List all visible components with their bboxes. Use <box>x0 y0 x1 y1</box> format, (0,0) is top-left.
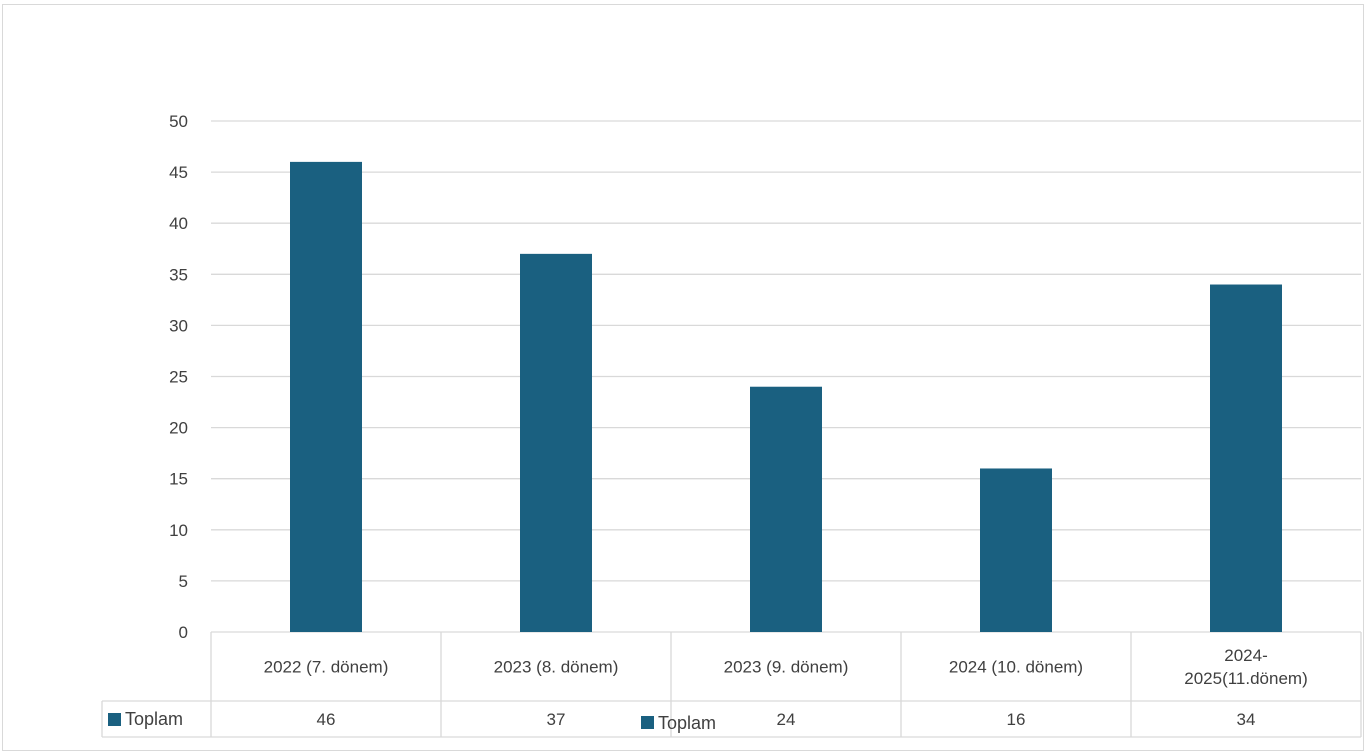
category-label: 2025(11.dönem) <box>1184 669 1308 688</box>
category-label: 2023 (8. dönem) <box>494 658 619 677</box>
y-tick-label: 5 <box>179 572 188 591</box>
table-value: 34 <box>1237 710 1256 729</box>
y-tick-label: 35 <box>169 265 188 284</box>
y-tick-label: 45 <box>169 163 188 182</box>
y-tick-label: 50 <box>169 112 188 131</box>
legend-label: Toplam <box>658 713 716 733</box>
table-value: 16 <box>1007 710 1026 729</box>
y-tick-label: 25 <box>169 368 188 387</box>
y-tick-label: 0 <box>179 623 188 642</box>
bar <box>520 253 592 633</box>
table-value: 46 <box>317 710 336 729</box>
chart-frame <box>2 4 1364 751</box>
table-value: 24 <box>777 710 796 729</box>
y-tick-label: 40 <box>169 214 188 233</box>
y-tick-label: 10 <box>169 521 188 540</box>
category-label: 2023 (9. dönem) <box>724 658 849 677</box>
table-series-key <box>108 713 121 726</box>
bar <box>980 468 1052 632</box>
y-tick-label: 30 <box>169 316 188 335</box>
bar <box>290 161 362 632</box>
bar <box>750 386 822 632</box>
category-label: 2024 (10. dönem) <box>949 658 1083 677</box>
table-row-header: Toplam <box>125 709 183 729</box>
category-label: 2024- <box>1224 646 1267 665</box>
y-tick-label: 20 <box>169 419 188 438</box>
category-label: 2022 (7. dönem) <box>264 658 389 677</box>
legend-marker <box>641 716 654 729</box>
table-value: 37 <box>547 710 566 729</box>
bar <box>1210 284 1282 632</box>
y-tick-label: 15 <box>169 470 188 489</box>
